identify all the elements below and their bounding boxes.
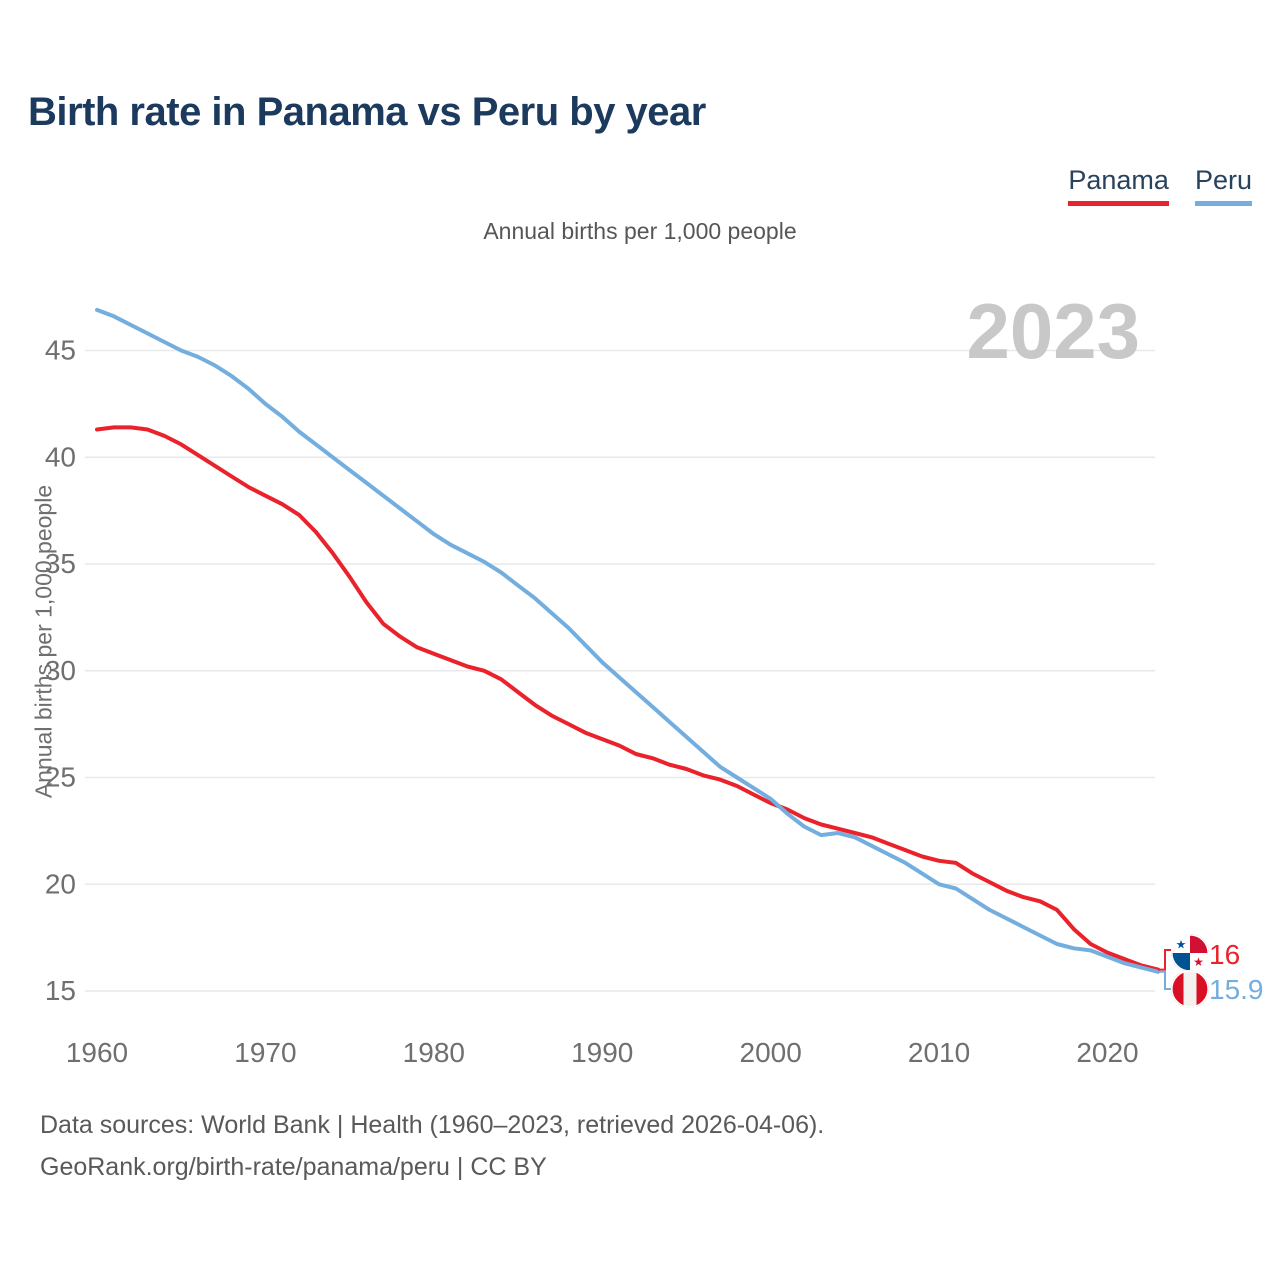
y-tick-35: 35	[45, 548, 76, 579]
panama-connector	[1158, 949, 1172, 971]
peru-flag-icon	[1171, 970, 1209, 1008]
watermark-year: 2023	[966, 287, 1140, 375]
footer-sources: Data sources: World Bank | Health (1960–…	[40, 1111, 825, 1139]
peru-end-value: 15.9	[1209, 974, 1264, 1005]
x-tick-2010: 2010	[908, 1037, 970, 1068]
panama-flag-icon: ★ ★	[1171, 934, 1209, 972]
x-tick-1960: 1960	[66, 1037, 128, 1068]
chart-subtitle: Annual births per 1,000 people	[483, 218, 797, 244]
y-tick-15: 15	[45, 975, 76, 1006]
svg-text:★: ★	[1176, 938, 1187, 952]
y-tick-40: 40	[45, 441, 76, 472]
legend-item-peru[interactable]: Peru	[1194, 165, 1252, 206]
peru-connector	[1158, 970, 1172, 990]
peru-line[interactable]	[95, 307, 1160, 974]
panama-end-value: 16	[1209, 939, 1241, 970]
legend-item-panama[interactable]: Panama	[1068, 165, 1169, 206]
y-tick-30: 30	[45, 655, 76, 686]
y-axis-title: Annual births per 1,000 people	[30, 484, 57, 799]
y-tick-25: 25	[45, 762, 76, 793]
y-tick-45: 45	[45, 335, 76, 366]
legend-label-peru: Peru	[1194, 165, 1252, 195]
footer-url: GeoRank.org/birth-rate/panama/peru | CC …	[40, 1153, 547, 1181]
x-tick-2000: 2000	[740, 1037, 802, 1068]
legend: Panama Peru	[1068, 165, 1252, 206]
x-tick-1990: 1990	[571, 1037, 633, 1068]
x-tick-1980: 1980	[403, 1037, 465, 1068]
x-tick-2020: 2020	[1076, 1037, 1138, 1068]
legend-label-panama: Panama	[1068, 165, 1169, 195]
footer: Data sources: World Bank | Health (1960–…	[40, 1104, 824, 1188]
panama-line[interactable]	[95, 425, 1160, 972]
svg-text:★: ★	[1193, 955, 1204, 969]
y-tick-20: 20	[45, 868, 76, 899]
x-tick-1970: 1970	[234, 1037, 296, 1068]
page-title: Birth rate in Panama vs Peru by year	[28, 90, 706, 134]
